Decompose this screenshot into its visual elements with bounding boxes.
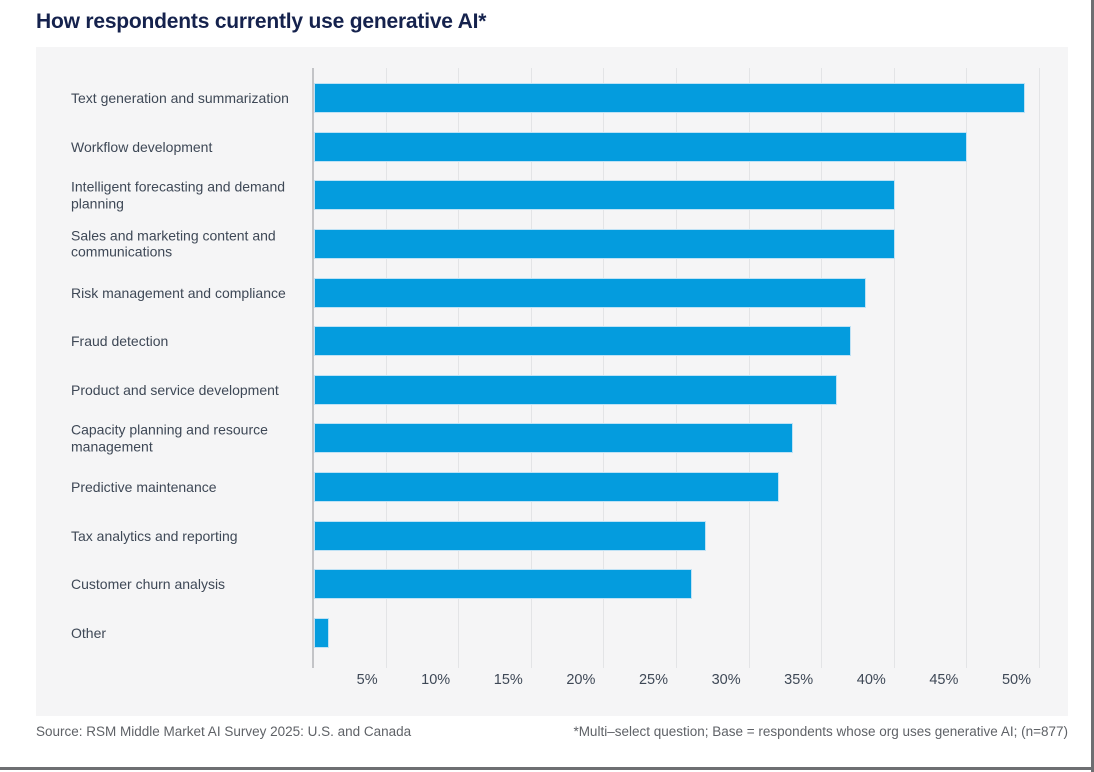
gridline: [1039, 68, 1040, 668]
source-text: Source: RSM Middle Market AI Survey 2025…: [36, 724, 412, 739]
x-tick-label: 15%: [493, 672, 523, 688]
category-label: Intelligent forecasting and demand plann…: [71, 178, 286, 212]
x-tick-label: 50%: [1001, 672, 1031, 688]
bar: [314, 472, 779, 503]
x-tick-label: 20%: [566, 672, 596, 688]
footer: Source: RSM Middle Market AI Survey 2025…: [36, 724, 1068, 739]
gridline: [603, 68, 605, 668]
bar: [314, 326, 852, 357]
bar: [314, 277, 866, 308]
bar: [314, 520, 707, 551]
x-tick-label: 45%: [929, 672, 959, 688]
category-label: Workflow development: [71, 138, 213, 155]
bar: [314, 131, 968, 162]
bar: [314, 569, 692, 600]
category-label: Tax analytics and reporting: [71, 527, 238, 544]
category-label: Capacity planning and resource managemen…: [71, 421, 268, 455]
category-label: Customer churn analysis: [71, 576, 226, 593]
x-tick-label: 40%: [856, 672, 886, 688]
x-tick-label: 30%: [711, 672, 741, 688]
category-label: Product and service development: [71, 381, 279, 398]
x-tick-label: 35%: [784, 672, 814, 688]
gridline: [821, 68, 823, 668]
chart-panel: Text generation and summarization Workflo…: [36, 47, 1068, 716]
x-tick-label: 5%: [356, 672, 378, 688]
category-label: Other: [71, 624, 107, 641]
bar: [314, 180, 895, 211]
category-label: Fraud detection: [71, 332, 169, 349]
bar: [314, 374, 837, 405]
bar: [314, 423, 794, 454]
bar: [314, 618, 329, 649]
gridline: [676, 68, 677, 668]
gridline: [385, 68, 387, 668]
x-tick-label: 25%: [638, 672, 668, 688]
y-axis-line: [312, 68, 314, 668]
category-label: Text generation and summarization: [71, 89, 289, 106]
gridline: [530, 68, 532, 668]
chart-title: How respondents currently use generative…: [36, 10, 487, 33]
footnote-text: *Multi–select question; Base = responden…: [573, 724, 1068, 739]
category-label: Predictive maintenance: [71, 478, 217, 495]
bar: [314, 83, 1026, 113]
bar: [314, 228, 895, 259]
frame-border-right: [1091, 0, 1094, 772]
gridline: [893, 68, 895, 668]
gridline: [748, 68, 750, 668]
frame-border-bottom: [0, 767, 1094, 770]
plot-area: Text generation and summarization Workflo…: [36, 47, 1068, 716]
gridline: [966, 68, 968, 668]
category-label: Risk management and compliance: [71, 284, 286, 301]
gridline: [458, 68, 460, 668]
category-label: Sales and marketing content and communic…: [71, 227, 276, 260]
x-tick-label: 10%: [421, 672, 451, 688]
